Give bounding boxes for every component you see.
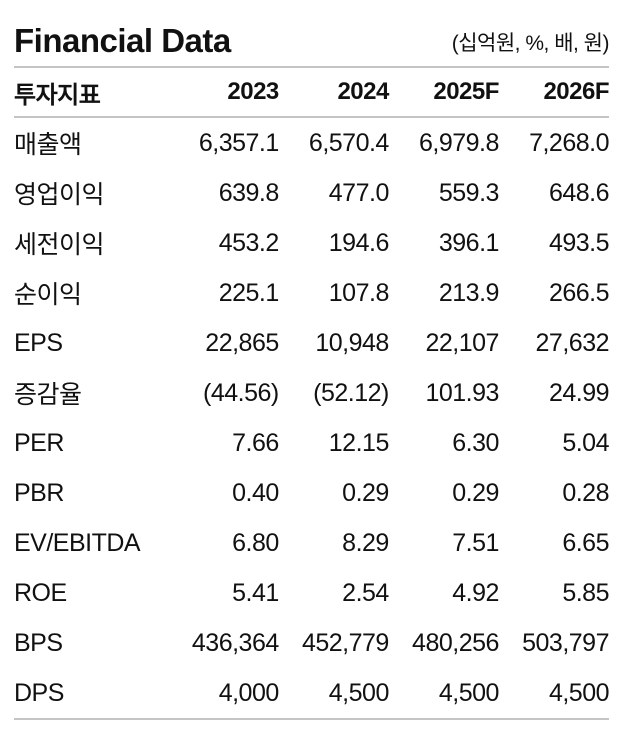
value-cell: 503,797 bbox=[522, 628, 609, 657]
value-cell: 4,500 bbox=[278, 668, 389, 720]
row-label: 증감율 bbox=[14, 381, 82, 409]
table-row: BPS 436,364 452,779 480,256 503,797 bbox=[14, 618, 610, 668]
value-cell: 0.28 bbox=[562, 478, 609, 507]
row-label: 세전이익 bbox=[14, 231, 105, 259]
column-header-metric: 투자지표 bbox=[14, 66, 169, 118]
value-cell: 480,256 bbox=[412, 628, 499, 657]
value-cell: 6.80 bbox=[232, 528, 279, 557]
value-cell: 0.29 bbox=[342, 478, 389, 507]
value-cell: 4,500 bbox=[498, 668, 610, 720]
table-row: 매출액 6,357.1 6,570.4 6,979.8 7,268.0 bbox=[14, 117, 610, 168]
value-cell: 6,570.4 bbox=[308, 128, 389, 157]
value-cell: 5.85 bbox=[562, 578, 609, 607]
value-cell: 2.54 bbox=[342, 578, 389, 607]
row-label: BPS bbox=[14, 628, 63, 657]
row-label: ROE bbox=[14, 578, 67, 607]
value-cell: (52.12) bbox=[313, 378, 389, 407]
table-header: 투자지표 2023 2024 2025F 2026F bbox=[14, 66, 610, 118]
value-cell: 225.1 bbox=[218, 278, 280, 307]
value-cell: 22,107 bbox=[425, 328, 499, 357]
value-cell: 7.51 bbox=[452, 528, 499, 557]
value-cell: 107.8 bbox=[328, 278, 390, 307]
value-cell: 10,948 bbox=[315, 328, 389, 357]
value-cell: 266.5 bbox=[548, 278, 610, 307]
table-row: PBR 0.40 0.29 0.29 0.28 bbox=[14, 468, 610, 518]
value-cell: 213.9 bbox=[438, 278, 500, 307]
table-row: 증감율 (44.56) (52.12) 101.93 24.99 bbox=[14, 368, 610, 418]
row-label: EPS bbox=[14, 328, 63, 357]
column-header-2026f: 2026F bbox=[498, 66, 610, 118]
value-cell: 436,364 bbox=[191, 628, 279, 657]
title-row: Financial Data (십억원, %, 배, 원) bbox=[14, 0, 610, 66]
table-row: 세전이익 453.2 194.6 396.1 493.5 bbox=[14, 218, 610, 268]
value-cell: 5.41 bbox=[232, 578, 279, 607]
row-label: PER bbox=[14, 428, 64, 457]
value-cell: 0.29 bbox=[452, 478, 499, 507]
header-row: 투자지표 2023 2024 2025F 2026F bbox=[14, 66, 610, 118]
table-row: DPS 4,000 4,500 4,500 4,500 bbox=[14, 668, 610, 720]
row-label: EV/EBITDA bbox=[14, 528, 141, 557]
value-cell: 0.40 bbox=[232, 478, 279, 507]
table-row: PER 7.66 12.15 6.30 5.04 bbox=[14, 418, 610, 468]
value-cell: 452,779 bbox=[301, 628, 389, 657]
table-row: 순이익 225.1 107.8 213.9 266.5 bbox=[14, 268, 610, 318]
value-cell: 6,979.8 bbox=[419, 128, 499, 157]
value-cell: 648.6 bbox=[548, 178, 610, 207]
value-cell: 6.65 bbox=[562, 528, 609, 557]
value-cell: 27,632 bbox=[535, 328, 610, 357]
column-header-2025f: 2025F bbox=[388, 66, 499, 118]
value-cell: 4,000 bbox=[168, 668, 279, 720]
value-cell: (44.56) bbox=[203, 378, 279, 407]
table-body: 매출액 6,357.1 6,570.4 6,979.8 7,268.0 영업이익 639.8… bbox=[14, 117, 610, 720]
value-cell: 559.3 bbox=[438, 178, 500, 207]
value-cell: 453.2 bbox=[218, 228, 280, 257]
page-title: Financial Data bbox=[14, 22, 231, 59]
value-cell: 8.29 bbox=[342, 528, 389, 557]
value-cell: 493.5 bbox=[548, 228, 610, 257]
row-label: 영업이익 bbox=[14, 181, 105, 209]
unit-note: (십억원, %, 배, 원) bbox=[451, 32, 610, 55]
value-cell: 6.30 bbox=[452, 428, 499, 457]
value-cell: 22,865 bbox=[205, 328, 279, 357]
row-label: DPS bbox=[14, 668, 169, 720]
value-cell: 24.99 bbox=[548, 378, 610, 407]
value-cell: 477.0 bbox=[328, 178, 390, 207]
value-cell: 12.15 bbox=[328, 428, 390, 457]
financial-table: 투자지표 2023 2024 2025F 2026F 매출액 6,357.1 6,5… bbox=[14, 66, 610, 720]
value-cell: 194.6 bbox=[328, 228, 390, 257]
table-row: EPS 22,865 10,948 22,107 27,632 bbox=[14, 318, 610, 368]
row-label: 매출액 bbox=[14, 131, 82, 159]
value-cell: 6,357.1 bbox=[198, 128, 279, 157]
column-header-2023: 2023 bbox=[168, 66, 279, 118]
value-cell: 101.93 bbox=[425, 378, 499, 407]
value-cell: 4,500 bbox=[388, 668, 499, 720]
value-cell: 7.66 bbox=[232, 428, 279, 457]
value-cell: 5.04 bbox=[562, 428, 609, 457]
table-row: EV/EBITDA 6.80 8.29 7.51 6.65 bbox=[14, 518, 610, 568]
table-row: 영업이익 639.8 477.0 559.3 648.6 bbox=[14, 168, 610, 218]
table-row: ROE 5.41 2.54 4.92 5.85 bbox=[14, 568, 610, 618]
column-header-2024: 2024 bbox=[278, 66, 389, 118]
value-cell: 4.92 bbox=[452, 578, 499, 607]
value-cell: 396.1 bbox=[438, 228, 500, 257]
row-label: 순이익 bbox=[14, 281, 82, 309]
value-cell: 7,268.0 bbox=[529, 128, 609, 157]
value-cell: 639.8 bbox=[218, 178, 280, 207]
row-label: PBR bbox=[14, 478, 64, 507]
